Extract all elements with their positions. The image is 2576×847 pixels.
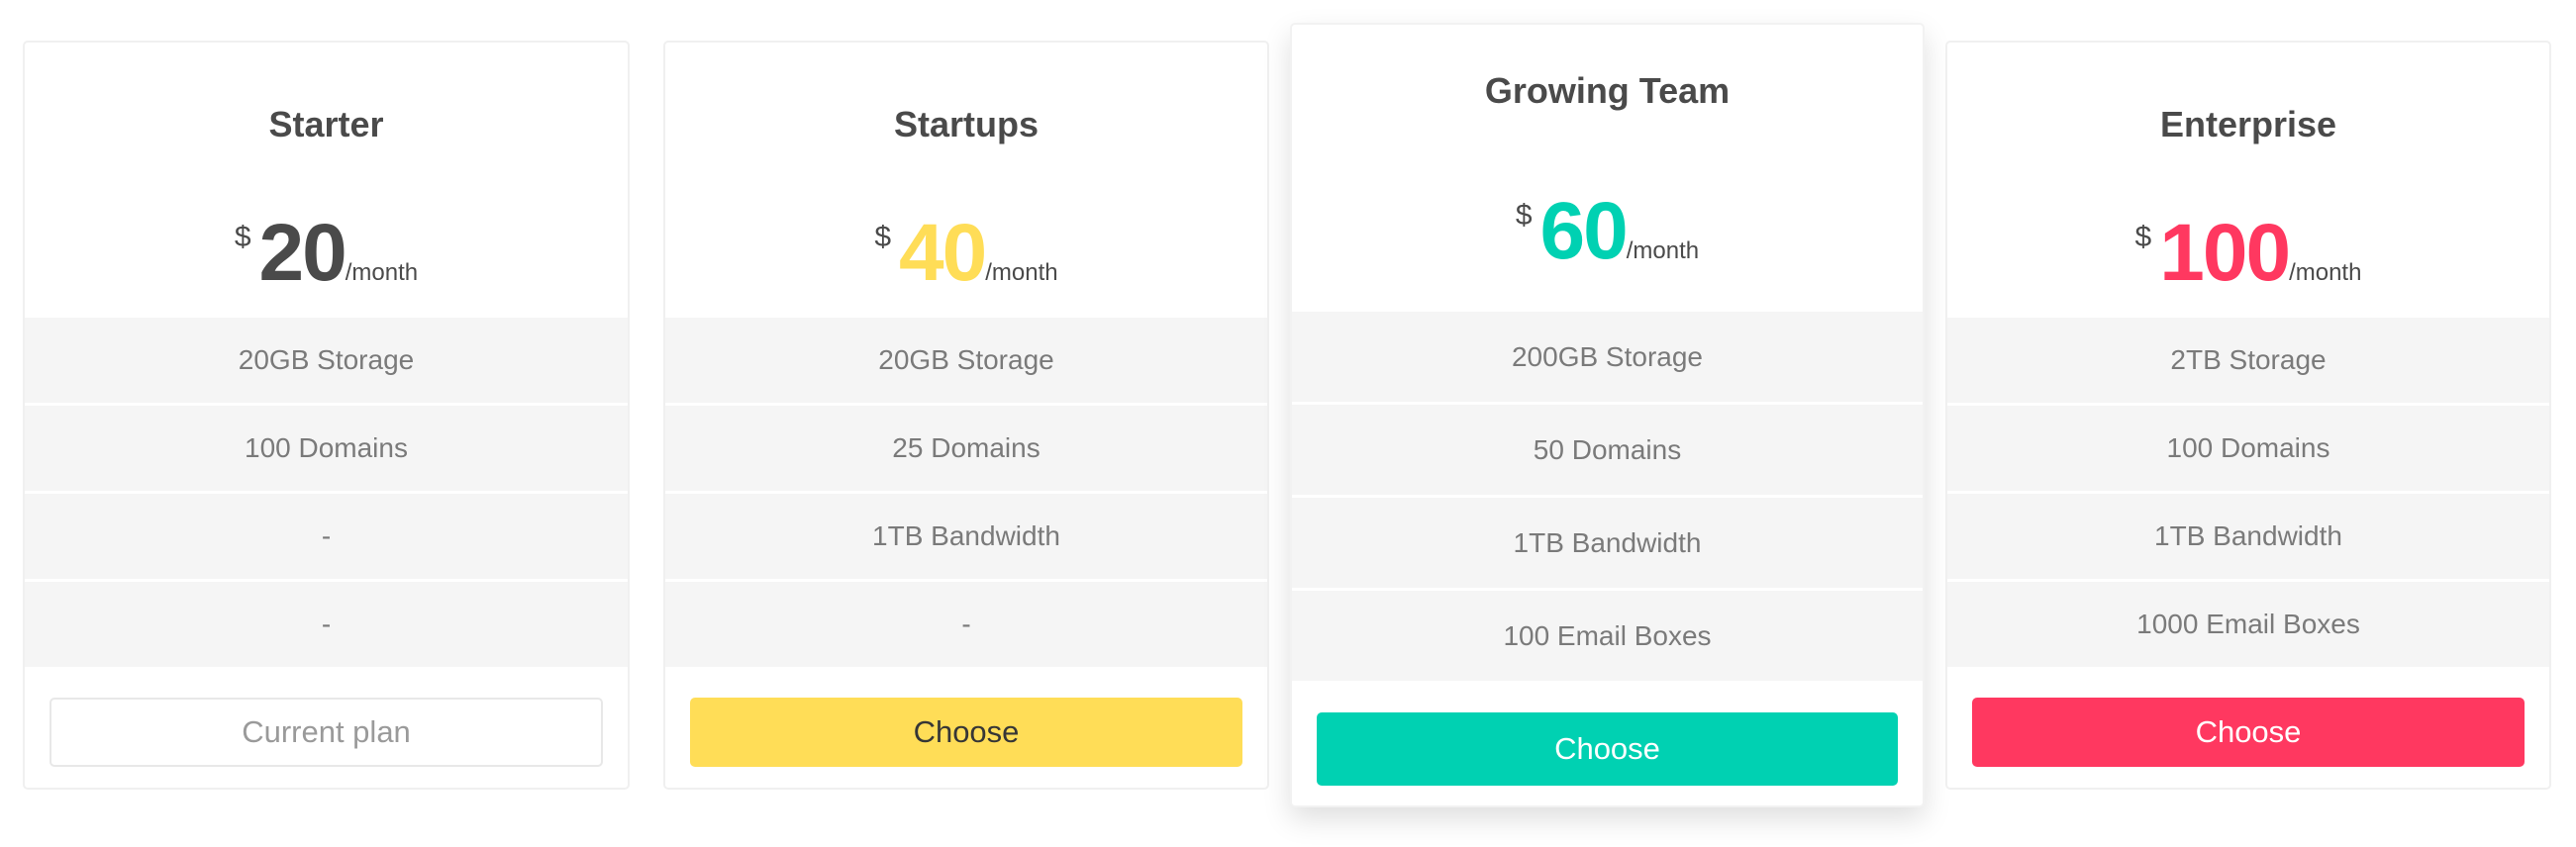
- plan-price: $60/month: [1292, 191, 1923, 272]
- plan-footer: Current plan: [25, 670, 628, 788]
- price-amount: 40: [899, 208, 987, 298]
- plan-card-growing-team: Growing Team $60/month 200GB Storage 50 …: [1290, 23, 1925, 807]
- feature-item: 25 Domains: [665, 406, 1267, 491]
- plan-price: $20/month: [25, 213, 628, 294]
- currency-symbol: $: [1515, 199, 1533, 232]
- current-plan-button[interactable]: Current plan: [50, 698, 603, 767]
- price-period: /month: [345, 259, 419, 286]
- feature-item: -: [25, 582, 628, 667]
- plan-price: $100/month: [1947, 213, 2549, 294]
- feature-item: -: [665, 582, 1267, 667]
- price-amount: 100: [2159, 208, 2291, 298]
- choose-growing-team-button[interactable]: Choose: [1317, 712, 1898, 786]
- feature-item: 100 Domains: [1947, 406, 2549, 491]
- plan-header: Startups $40/month: [665, 43, 1267, 318]
- price-amount: 60: [1539, 186, 1629, 276]
- plan-footer: Choose: [665, 670, 1267, 788]
- feature-item: -: [25, 494, 628, 579]
- plan-header: Growing Team $60/month: [1292, 25, 1923, 312]
- feature-item: 1TB Bandwidth: [1292, 498, 1923, 588]
- plan-price: $40/month: [665, 213, 1267, 294]
- feature-item: 100 Email Boxes: [1292, 591, 1923, 681]
- feature-item: 50 Domains: [1292, 405, 1923, 495]
- plan-name: Startups: [893, 104, 1040, 144]
- currency-symbol: $: [874, 221, 892, 253]
- feature-item: 200GB Storage: [1292, 312, 1923, 402]
- feature-item: 1TB Bandwidth: [1947, 494, 2549, 579]
- price-amount: 20: [258, 208, 347, 298]
- plan-header: Starter $20/month: [25, 43, 628, 318]
- feature-item: 20GB Storage: [25, 318, 628, 403]
- price-period: /month: [1626, 237, 1700, 264]
- choose-enterprise-button[interactable]: Choose: [1972, 698, 2525, 767]
- currency-symbol: $: [234, 221, 251, 253]
- plan-name: Enterprise: [2159, 104, 2337, 144]
- choose-startups-button[interactable]: Choose: [690, 698, 1242, 767]
- plan-header: Enterprise $100/month: [1947, 43, 2549, 318]
- plan-card-starter: Starter $20/month 20GB Storage 100 Domai…: [23, 41, 630, 790]
- plan-name: Growing Team: [1484, 70, 1731, 111]
- plan-name: Starter: [268, 104, 384, 144]
- plan-card-startups: Startups $40/month 20GB Storage 25 Domai…: [663, 41, 1269, 790]
- feature-item: 20GB Storage: [665, 318, 1267, 403]
- feature-item: 2TB Storage: [1947, 318, 2549, 403]
- plan-card-enterprise: Enterprise $100/month 2TB Storage 100 Do…: [1945, 41, 2551, 790]
- plan-footer: Choose: [1947, 670, 2549, 788]
- feature-item: 1TB Bandwidth: [665, 494, 1267, 579]
- price-period: /month: [985, 259, 1058, 286]
- feature-item: 100 Domains: [25, 406, 628, 491]
- feature-item: 1000 Email Boxes: [1947, 582, 2549, 667]
- currency-symbol: $: [2134, 221, 2152, 253]
- price-period: /month: [2289, 259, 2362, 286]
- plan-footer: Choose: [1292, 684, 1923, 805]
